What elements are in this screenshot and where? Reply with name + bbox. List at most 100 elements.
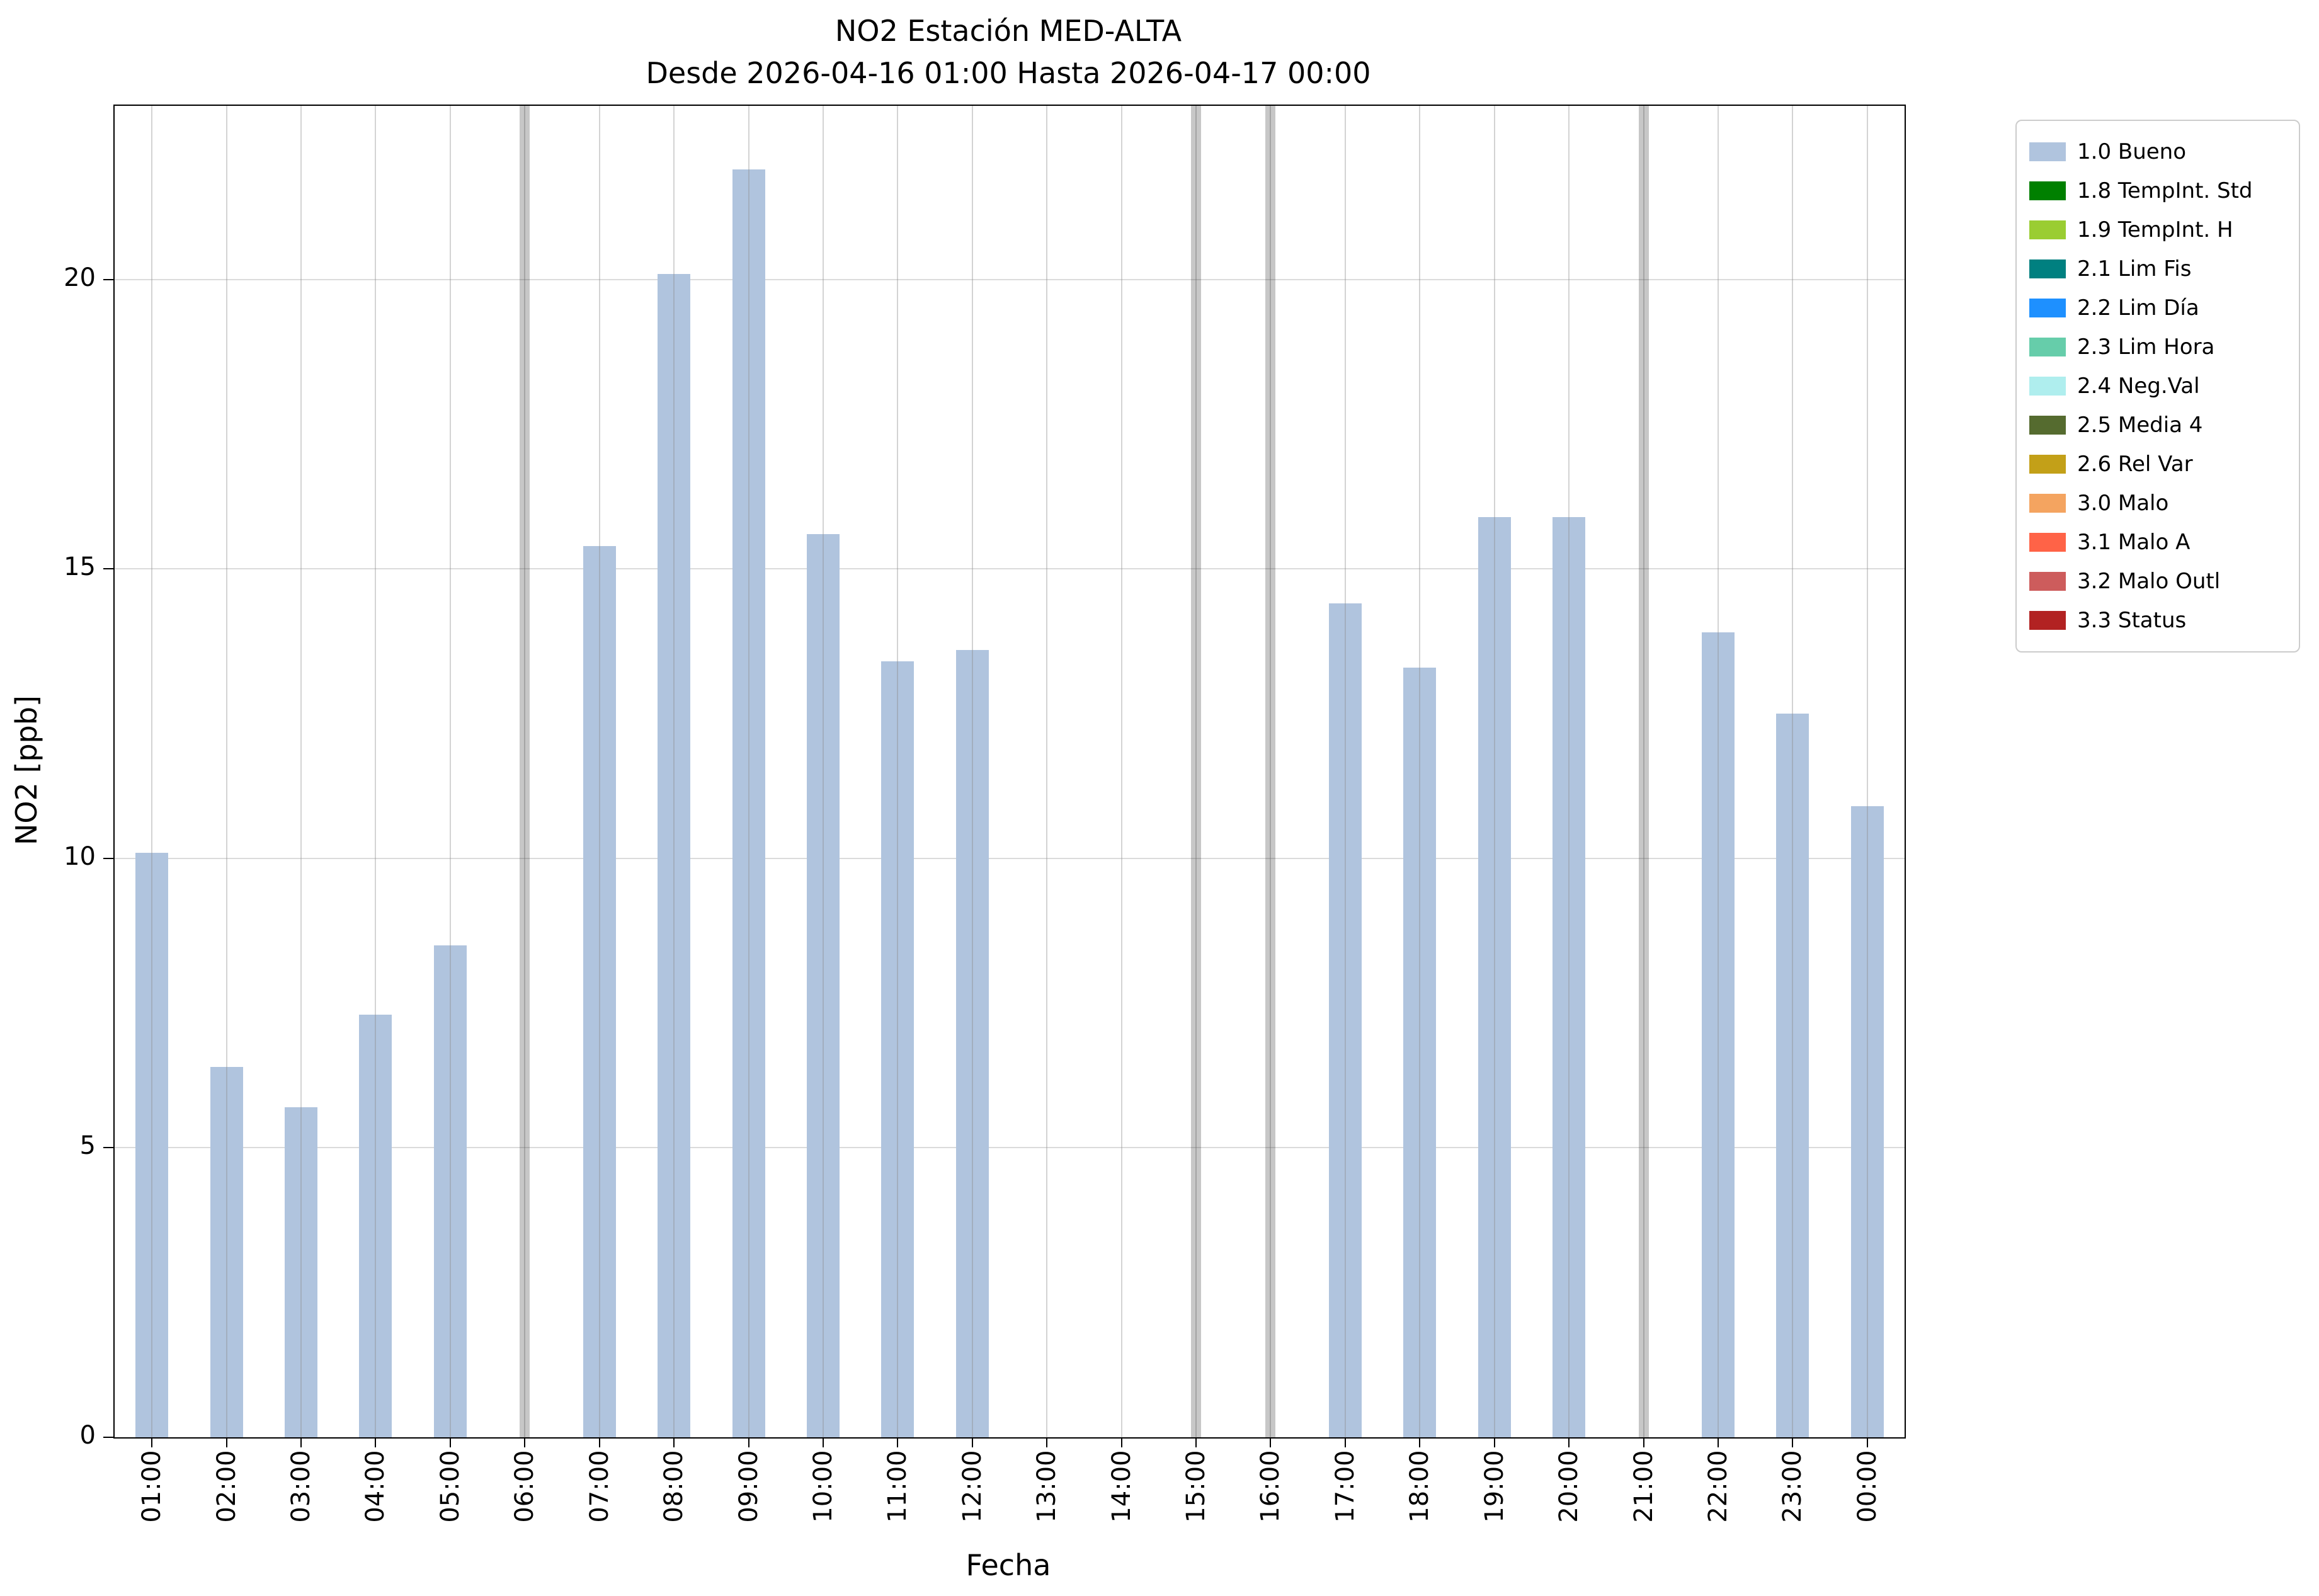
x-tick-label: 21:00: [1629, 1450, 1658, 1523]
vertical-gridline: [1493, 106, 1495, 1437]
y-tick-label: 15: [64, 552, 96, 582]
x-tick-mark: [524, 1437, 526, 1447]
vertical-gridline: [375, 106, 377, 1437]
y-axis-label: NO2 [ppb]: [9, 695, 43, 845]
x-tick-mark: [748, 1437, 749, 1447]
y-tick-mark: [103, 278, 113, 280]
x-tick-mark: [151, 1437, 153, 1447]
legend-swatch: [2029, 220, 2066, 239]
x-tick-label: 12:00: [957, 1450, 987, 1523]
x-tick-mark: [1643, 1437, 1644, 1447]
x-tick-label: 11:00: [883, 1450, 913, 1523]
legend-swatch: [2029, 416, 2066, 435]
x-tick-mark: [1568, 1437, 1570, 1447]
bar: [285, 1107, 318, 1437]
x-tick-label: 17:00: [1330, 1450, 1360, 1523]
y-tick-mark: [103, 857, 113, 859]
x-tick-label: 10:00: [808, 1450, 838, 1523]
bar: [433, 945, 467, 1437]
x-tick-label: 03:00: [287, 1450, 316, 1523]
x-tick-label: 05:00: [435, 1450, 465, 1523]
x-tick-mark: [822, 1437, 824, 1447]
legend-swatch: [2029, 377, 2066, 396]
missing-data-band: [1265, 106, 1276, 1437]
legend-label: 3.2 Malo Outl: [2077, 569, 2221, 594]
legend-swatch: [2029, 181, 2066, 200]
plot-area: 01:00 02:00 03:00 04:00 05:00 06:00 07:00 08:00…: [64, 105, 1906, 1523]
x-tick-mark: [1792, 1437, 1794, 1447]
x-tick-label: 00:00: [1852, 1450, 1882, 1523]
x-tick-mark: [1120, 1437, 1122, 1447]
x-tick-label: 13:00: [1032, 1450, 1062, 1523]
legend-item: 1.8 TempInt. Std: [2029, 171, 2286, 210]
vertical-gridline: [1195, 106, 1197, 1437]
legend-label: 2.3 Lim Hora: [2077, 334, 2215, 360]
legend-swatch: [2029, 338, 2066, 356]
legend-item: 2.4 Neg.Val: [2029, 367, 2286, 406]
legend-item: 2.2 Lim Día: [2029, 288, 2286, 328]
vertical-gridline: [524, 106, 526, 1437]
bar: [1328, 603, 1362, 1437]
missing-data-band: [1638, 106, 1649, 1437]
bar: [881, 661, 914, 1437]
legend-label: 3.0 Malo: [2077, 491, 2169, 516]
x-tick-label: 15:00: [1182, 1450, 1211, 1523]
legend-label: 1.8 TempInt. Std: [2077, 178, 2253, 203]
vertical-gridline: [1419, 106, 1421, 1437]
horizontal-gridline: [115, 857, 1905, 859]
legend-item: 3.0 Malo: [2029, 484, 2286, 523]
x-tick-label: 04:00: [361, 1450, 390, 1523]
x-tick-label: 19:00: [1479, 1450, 1509, 1523]
vertical-gridline: [598, 106, 600, 1437]
bar: [1850, 806, 1884, 1437]
vertical-gridline: [449, 106, 451, 1437]
bar: [1553, 516, 1586, 1437]
vertical-gridline: [1120, 106, 1122, 1437]
bar: [359, 1015, 392, 1437]
vertical-gridline: [1046, 106, 1048, 1437]
legend-item: 3.1 Malo A: [2029, 523, 2286, 562]
x-tick-mark: [1046, 1437, 1048, 1447]
x-tick-label: 01:00: [137, 1450, 167, 1523]
bar: [1403, 667, 1437, 1437]
vertical-gridline: [971, 106, 973, 1437]
y-tick-mark: [103, 1437, 113, 1438]
bar: [1776, 714, 1809, 1437]
x-tick-mark: [673, 1437, 675, 1447]
x-tick-mark: [971, 1437, 973, 1447]
legend-swatch: [2029, 142, 2066, 161]
chart-title: NO2 Estación MED-ALTA: [835, 14, 1182, 48]
vertical-gridline: [897, 106, 899, 1437]
x-tick-label: 16:00: [1256, 1450, 1285, 1523]
vertical-gridline: [1344, 106, 1346, 1437]
x-tick-mark: [375, 1437, 377, 1447]
chart-title-block: NO2 Estación MED-ALTA Desde 2026-04-16 0…: [646, 10, 1370, 94]
x-tick-mark: [1866, 1437, 1868, 1447]
vertical-gridline: [151, 106, 153, 1437]
x-tick-mark: [449, 1437, 451, 1447]
x-tick-mark: [1717, 1437, 1719, 1447]
x-tick-mark: [598, 1437, 600, 1447]
x-tick-label: 09:00: [734, 1450, 763, 1523]
vertical-gridline: [1270, 106, 1272, 1437]
vertical-gridline: [300, 106, 302, 1437]
missing-data-band: [1191, 106, 1202, 1437]
vertical-gridline: [748, 106, 749, 1437]
x-tick-mark: [897, 1437, 899, 1447]
legend-label: 1.9 TempInt. H: [2077, 217, 2233, 242]
x-tick-mark: [1493, 1437, 1495, 1447]
vertical-gridline: [1568, 106, 1570, 1437]
x-tick-mark: [1195, 1437, 1197, 1447]
legend-swatch: [2029, 299, 2066, 317]
bar: [135, 852, 169, 1437]
legend-label: 2.2 Lim Día: [2077, 295, 2199, 321]
vertical-gridline: [1717, 106, 1719, 1437]
x-tick-label: 20:00: [1554, 1450, 1584, 1523]
missing-data-band: [520, 106, 530, 1437]
legend-item: 2.6 Rel Var: [2029, 445, 2286, 484]
x-tick-label: 06:00: [510, 1450, 540, 1523]
vertical-gridline: [225, 106, 227, 1437]
y-tick-label: 20: [64, 263, 96, 292]
legend-item: 1.9 TempInt. H: [2029, 210, 2286, 249]
